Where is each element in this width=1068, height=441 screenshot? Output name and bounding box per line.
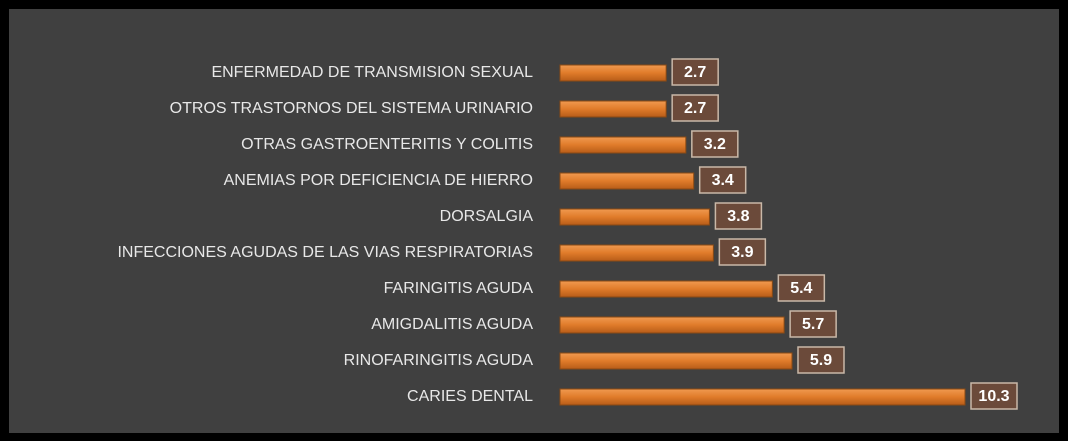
value-label: 10.3 xyxy=(978,388,1009,405)
value-label: 2.7 xyxy=(684,100,706,117)
value-label-box xyxy=(671,58,719,86)
category-label: AMIGDALITIS AGUDA xyxy=(371,316,533,333)
value-label-box xyxy=(970,382,1018,410)
category-label: ENFERMEDAD DE TRANSMISION SEXUAL xyxy=(211,64,533,81)
category-label: FARINGITIS AGUDA xyxy=(384,280,534,297)
value-label-box xyxy=(789,310,837,338)
category-label: ANEMIAS POR DEFICIENCIA DE HIERRO xyxy=(224,172,533,189)
bar xyxy=(559,172,695,190)
bar xyxy=(559,352,793,370)
value-label: 5.4 xyxy=(790,280,812,297)
bar xyxy=(559,244,714,262)
bar xyxy=(559,64,667,82)
bar xyxy=(559,280,773,298)
bar xyxy=(559,136,687,154)
bar xyxy=(559,208,710,226)
category-label: OTRAS GASTROENTERITIS Y COLITIS xyxy=(241,136,533,153)
bar xyxy=(559,388,966,406)
value-label: 5.9 xyxy=(810,352,832,369)
value-label-box xyxy=(777,274,826,302)
category-label: OTROS TRASTORNOS DEL SISTEMA URINARIO xyxy=(170,100,533,117)
value-label: 3.9 xyxy=(731,244,753,261)
category-label: INFECCIONES AGUDAS DE LAS VIAS RESPIRATO… xyxy=(117,244,533,261)
value-label: 2.7 xyxy=(684,64,706,81)
value-label-box xyxy=(698,166,747,194)
plot-area xyxy=(9,9,1059,433)
category-label: CARIES DENTAL xyxy=(407,388,533,405)
value-label-box xyxy=(797,346,845,374)
value-label: 5.7 xyxy=(802,316,824,333)
value-label-box xyxy=(718,238,767,266)
category-label: DORSALGIA xyxy=(440,208,534,225)
value-label: 3.8 xyxy=(727,208,749,225)
value-label-box xyxy=(691,130,739,158)
bar xyxy=(559,100,667,118)
value-label-box xyxy=(671,94,719,122)
value-label: 3.2 xyxy=(704,136,726,153)
value-label: 3.4 xyxy=(712,172,734,189)
value-label-box xyxy=(714,202,763,230)
bar xyxy=(559,316,785,334)
category-label: RINOFARINGITIS AGUDA xyxy=(344,352,534,369)
